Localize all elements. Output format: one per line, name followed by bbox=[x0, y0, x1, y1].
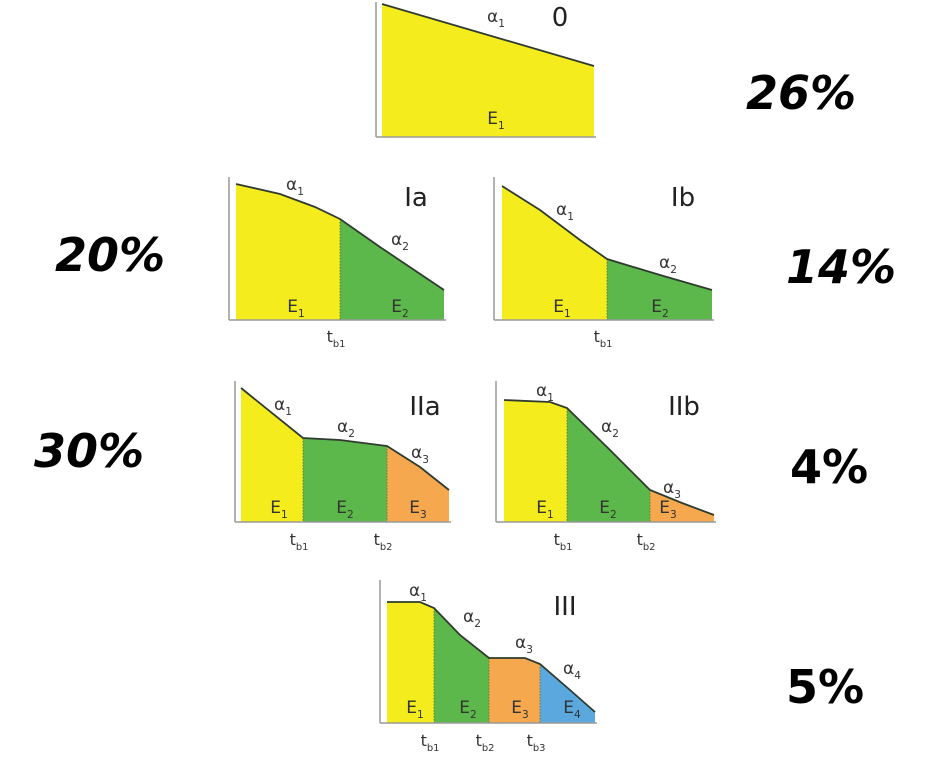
slope-label-3: α3 bbox=[663, 478, 681, 501]
slope-label-2: α2 bbox=[463, 607, 481, 630]
break-time-label-tb3: tb3 bbox=[527, 731, 546, 754]
energy-label-e2: E2 bbox=[599, 498, 616, 521]
region-e3 bbox=[489, 658, 540, 723]
lightcurve-line bbox=[381, 3, 595, 67]
panel-title-iii: III bbox=[553, 592, 576, 622]
slope-label-1: α1 bbox=[536, 381, 554, 404]
energy-label-e1: E1 bbox=[406, 698, 423, 721]
break-time-label-tb1: tb1 bbox=[290, 530, 309, 553]
percent-label-ia: 20% bbox=[55, 228, 166, 282]
slope-label-2: α2 bbox=[337, 417, 355, 440]
region-e2 bbox=[434, 608, 489, 723]
break-time-label-tb2: tb2 bbox=[476, 731, 495, 754]
lightcurve-line bbox=[501, 185, 713, 291]
panel-iii: α1 α2 α3 α4 E1 E2 E3 E4 tb1 tb2 tb3 III bbox=[379, 580, 597, 754]
energy-label-e3: E3 bbox=[409, 498, 426, 521]
energy-label-e3: E3 bbox=[511, 698, 528, 721]
percent-label-iia: 30% bbox=[34, 424, 145, 478]
slope-label-1: α1 bbox=[274, 395, 292, 418]
energy-label-e1: E1 bbox=[553, 297, 570, 320]
break-time-label-tb2: tb2 bbox=[637, 530, 656, 553]
percent-label-iib: 4% bbox=[790, 440, 869, 494]
break-time-label-tb1: tb1 bbox=[327, 327, 346, 350]
energy-label-e4: E4 bbox=[563, 698, 581, 721]
panel-title-ib: Ib bbox=[671, 183, 695, 213]
slope-label-2: α2 bbox=[659, 253, 677, 276]
panel-title-ia: Ia bbox=[404, 183, 428, 213]
lightcurve-line bbox=[387, 601, 596, 713]
percent-label-ib: 14% bbox=[786, 240, 897, 294]
energy-label-e2: E2 bbox=[391, 297, 408, 320]
energy-label-e1: E1 bbox=[287, 297, 304, 320]
slope-label-3: α3 bbox=[515, 633, 533, 656]
panel-iib: α1 α2 α3 E1 E2 E3 tb1 tb2 IIb bbox=[495, 381, 716, 553]
panel-ib: α1 α2 E1 E2 tb1 Ib bbox=[493, 177, 714, 350]
energy-label-e2: E2 bbox=[459, 698, 476, 721]
slope-label-1: α1 bbox=[487, 7, 505, 30]
panel-title-0: 0 bbox=[552, 3, 569, 33]
region-e1 bbox=[241, 388, 303, 522]
energy-label-e3: E3 bbox=[659, 498, 676, 521]
panel-0: α1 E1 0 bbox=[375, 2, 596, 138]
panel-ia: α1 α2 E1 E2 tb1 Ia bbox=[228, 175, 446, 350]
percent-label-iii: 5% bbox=[786, 660, 865, 714]
region-e3 bbox=[650, 490, 714, 522]
region-e1 bbox=[502, 186, 607, 320]
energy-label-e1: E1 bbox=[487, 109, 504, 132]
region-e1 bbox=[504, 400, 567, 522]
lightcurve-line bbox=[235, 183, 445, 291]
percent-label-0: 26% bbox=[746, 66, 857, 120]
region-e1 bbox=[382, 4, 594, 137]
slope-label-2: α2 bbox=[391, 230, 409, 253]
slope-label-1: α1 bbox=[556, 200, 574, 223]
region-e4 bbox=[540, 664, 595, 723]
panel-title-iib: IIb bbox=[668, 392, 700, 422]
region-e3 bbox=[387, 446, 449, 522]
energy-label-e1: E1 bbox=[536, 498, 553, 521]
slope-label-1: α1 bbox=[409, 581, 427, 604]
break-time-label-tb1: tb1 bbox=[594, 327, 613, 350]
slope-label-3: α3 bbox=[411, 443, 429, 466]
region-e1 bbox=[236, 184, 340, 320]
region-e2 bbox=[340, 219, 444, 320]
panel-title-iia: IIa bbox=[409, 392, 440, 422]
lightcurve-line bbox=[240, 387, 450, 491]
energy-label-e1: E1 bbox=[270, 498, 287, 521]
slope-label-1: α1 bbox=[286, 175, 304, 198]
panel-iia: α1 α2 α3 E1 E2 E3 tb1 tb2 IIa bbox=[234, 381, 451, 553]
region-e2 bbox=[607, 259, 712, 320]
region-e2 bbox=[567, 408, 650, 522]
break-time-label-tb1: tb1 bbox=[421, 731, 440, 754]
region-e1 bbox=[387, 602, 434, 723]
energy-label-e2: E2 bbox=[651, 297, 668, 320]
break-time-label-tb2: tb2 bbox=[374, 530, 393, 553]
region-e2 bbox=[303, 438, 387, 522]
slope-label-2: α2 bbox=[601, 417, 619, 440]
energy-label-e2: E2 bbox=[336, 498, 353, 521]
lightcurve-line bbox=[503, 399, 715, 516]
slope-label-4: α4 bbox=[563, 659, 581, 682]
break-time-label-tb1: tb1 bbox=[554, 530, 573, 553]
